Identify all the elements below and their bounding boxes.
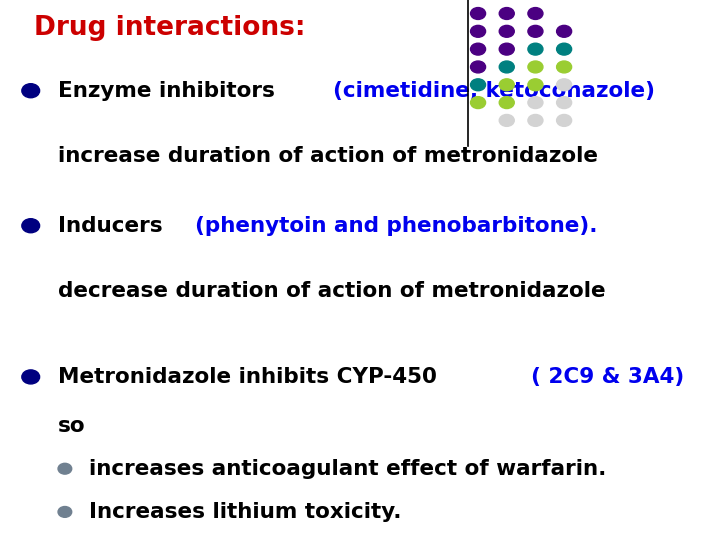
Circle shape [557, 43, 572, 55]
Circle shape [528, 25, 543, 37]
Circle shape [58, 507, 72, 517]
Circle shape [471, 25, 485, 37]
Circle shape [22, 370, 40, 384]
Circle shape [557, 25, 572, 37]
Circle shape [471, 61, 485, 73]
Circle shape [471, 8, 485, 19]
Text: Metronidazole inhibits CYP-450: Metronidazole inhibits CYP-450 [58, 367, 444, 387]
Circle shape [22, 84, 40, 98]
Text: Enzyme inhibitors: Enzyme inhibitors [58, 81, 282, 101]
Circle shape [58, 463, 72, 474]
Text: (cimetidine, ketoconazole): (cimetidine, ketoconazole) [333, 81, 654, 101]
Circle shape [528, 61, 543, 73]
Text: ( 2C9 & 3A4): ( 2C9 & 3A4) [531, 367, 684, 387]
Text: increase duration of action of metronidazole: increase duration of action of metronida… [58, 146, 598, 166]
Circle shape [499, 79, 514, 91]
Text: Drug interactions:: Drug interactions: [34, 15, 306, 41]
Circle shape [557, 97, 572, 109]
Circle shape [557, 79, 572, 91]
Circle shape [528, 8, 543, 19]
Circle shape [499, 61, 514, 73]
Circle shape [499, 43, 514, 55]
Circle shape [528, 43, 543, 55]
Text: increases anticoagulant effect of warfarin.: increases anticoagulant effect of warfar… [89, 459, 606, 479]
Circle shape [471, 79, 485, 91]
Circle shape [557, 61, 572, 73]
Circle shape [499, 8, 514, 19]
Circle shape [528, 114, 543, 126]
Text: decrease duration of action of metronidazole: decrease duration of action of metronida… [58, 281, 606, 301]
Text: Inducers: Inducers [58, 216, 170, 236]
Text: (phenytoin and phenobarbitone).: (phenytoin and phenobarbitone). [195, 216, 598, 236]
Circle shape [499, 114, 514, 126]
Circle shape [471, 43, 485, 55]
Circle shape [528, 97, 543, 109]
Text: Increases lithium toxicity.: Increases lithium toxicity. [89, 502, 401, 522]
Text: so: so [58, 416, 86, 436]
Circle shape [557, 114, 572, 126]
Circle shape [499, 25, 514, 37]
Circle shape [499, 97, 514, 109]
Circle shape [528, 79, 543, 91]
Circle shape [22, 219, 40, 233]
Circle shape [471, 97, 485, 109]
